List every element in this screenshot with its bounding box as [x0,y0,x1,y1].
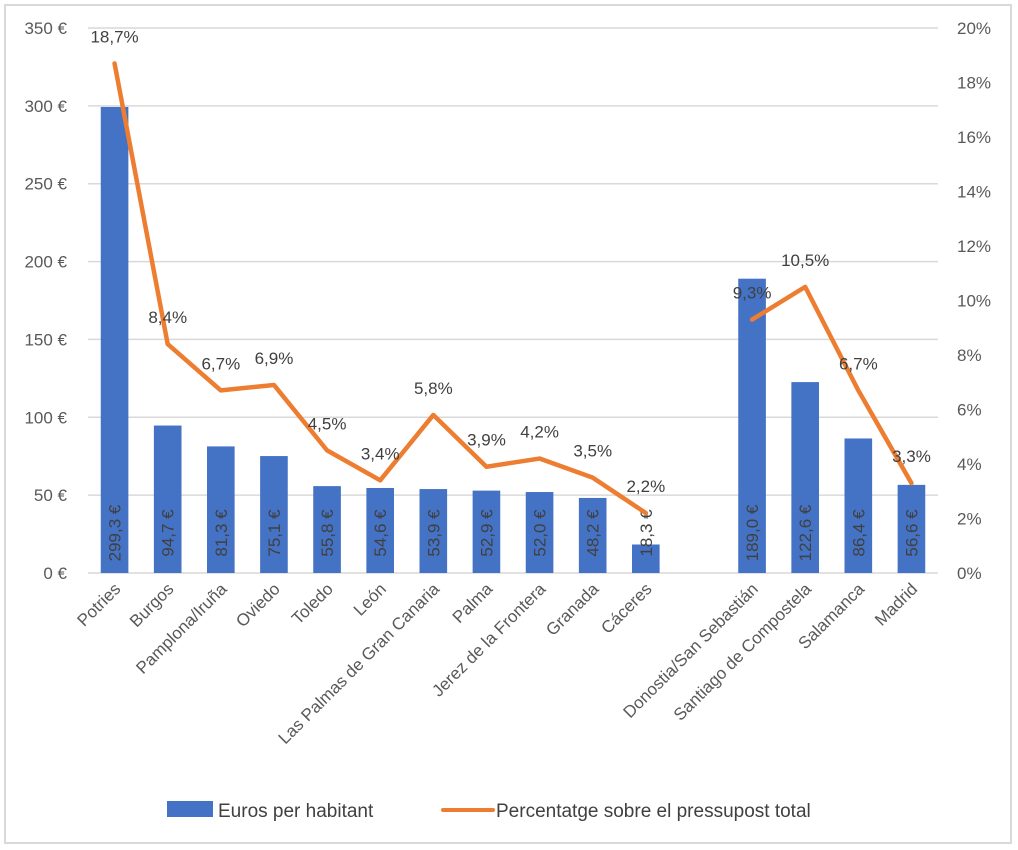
bar-series [100,106,926,573]
line-data-label: 6,9% [255,349,294,368]
x-tick-label: Madrid [871,579,921,629]
legend-swatch-bars [167,801,213,817]
bar [897,484,926,573]
y-axis-right: 0% 2% 4% 6% 8% 10% 12% 14% 16% 18% 20% [957,19,991,583]
y-right-tick-label: 0% [957,564,982,583]
bar [791,382,819,573]
x-tick-label: Burgos [126,579,178,631]
y-left-tick-label: 50 € [34,486,68,505]
line-data-label: 3,3% [892,447,931,466]
bar [153,425,182,573]
bar [366,487,394,573]
x-tick-label: Palma [449,579,497,627]
bar-data-label: 122,6 € [796,504,815,561]
line-data-label: 5,8% [414,379,453,398]
y-left-tick-label: 200 € [24,253,67,272]
bar-data-label: 52,9 € [477,509,496,557]
x-tick-label: Potries [74,579,125,630]
bar-data-label: 81,3 € [212,509,231,557]
line-data-label: 6,7% [839,354,878,373]
line-data-label: 9,3% [733,284,772,303]
bar-data-labels: 299,3 € 94,7 € 81,3 € 75,1 € 55,8 € 54,6 € 53,… [106,504,922,561]
bar [472,490,501,573]
bar-data-label: 18,3 € [637,509,656,557]
y-left-tick-label: 350 € [24,19,67,38]
bar [260,456,288,573]
bar [100,106,129,573]
y-left-tick-label: 0 € [43,564,67,583]
x-tick-label: Toledo [288,579,337,628]
y-left-tick-label: 150 € [24,330,67,349]
y-right-tick-label: 8% [957,346,982,365]
legend-label-bars: Euros per habitant [218,801,374,822]
bar-data-label: 75,1 € [265,509,284,557]
bar-data-label: 299,3 € [106,504,125,561]
bar [632,544,660,573]
line-data-label: 3,5% [573,442,612,461]
bar-data-label: 189,0 € [743,504,762,561]
line-data-labels: 18,7% 8,4% 6,7% 6,9% 4,5% 3,4% 5,8% 3,9% 4,2% 3,5… [90,27,930,496]
bar-data-label: 54,6 € [371,509,390,557]
line-data-label: 8,4% [148,308,187,327]
bar [313,486,341,573]
bar [419,489,448,573]
bar-data-label: 56,6 € [902,509,921,557]
y-axis-left: 0 € 50 € 100 € 150 € 200 € 250 € 300 € 350 € [24,19,67,583]
x-tick-label: León [350,579,390,619]
line-data-label: 18,7% [90,27,138,46]
y-right-tick-label: 16% [957,128,991,147]
line-data-label: 3,9% [467,431,506,450]
y-right-tick-label: 6% [957,401,982,420]
y-right-tick-label: 20% [957,19,991,38]
y-left-tick-label: 100 € [24,408,67,427]
line-series [112,61,914,516]
y-right-tick-label: 4% [957,455,982,474]
x-tick-label: Granada [542,579,603,640]
y-right-tick-label: 12% [957,237,991,256]
bar-data-label: 55,8 € [318,509,337,557]
legend-label-line: Percentatge sobre el pressupost total [496,801,811,822]
bar [525,492,554,573]
bar [844,438,873,573]
bar-data-label: 86,4 € [849,509,868,557]
bar-data-label: 53,9 € [424,509,443,557]
line-data-label: 4,5% [308,414,347,433]
line-data-label: 10,5% [781,251,829,270]
x-tick-label: Oviedo [232,579,284,631]
legend: Euros per habitant Percentatge sobre el … [167,801,811,822]
x-tick-label: Cáceres [597,579,655,637]
line-data-label: 4,2% [520,423,559,442]
y-right-tick-label: 10% [957,292,991,311]
y-left-tick-label: 300 € [24,97,67,116]
y-right-tick-label: 14% [957,183,991,202]
bar-data-label: 94,7 € [159,509,178,557]
bar-data-label: 48,2 € [584,509,603,557]
bar [738,278,766,573]
y-right-tick-label: 2% [957,510,982,529]
y-right-tick-label: 18% [957,74,991,93]
bar-data-label: 52,0 € [531,509,550,557]
chart-frame [4,4,1012,844]
bar [578,497,607,573]
x-tick-label: Pamplona/Iruña [132,579,231,678]
line-data-label: 3,4% [361,444,400,463]
line-segment [749,284,914,486]
bar [207,446,235,573]
line-data-label: 2,2% [626,477,665,496]
line-data-label: 6,7% [201,354,240,373]
y-left-tick-label: 250 € [24,175,67,194]
